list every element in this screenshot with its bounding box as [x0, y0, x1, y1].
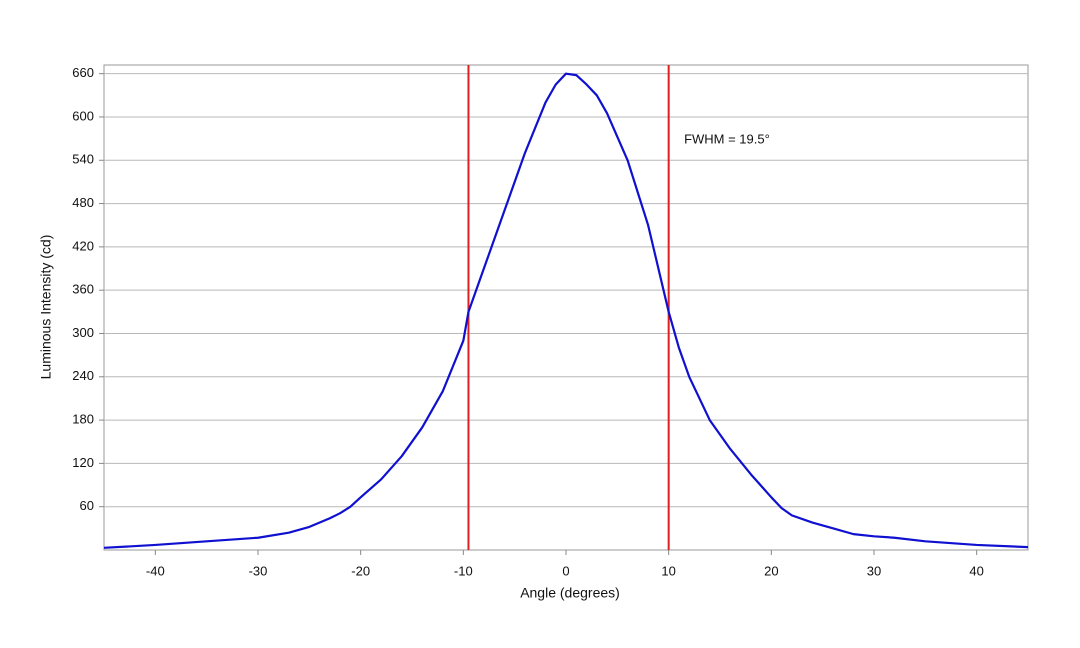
x-axis-label: Angle (degrees) [520, 585, 620, 601]
x-tick-label: -40 [146, 563, 165, 578]
x-tick-label: 20 [764, 563, 778, 578]
y-tick-label: 60 [80, 498, 94, 513]
y-tick-label: 240 [72, 368, 94, 383]
y-tick-label: 480 [72, 195, 94, 210]
y-tick-label: 600 [72, 108, 94, 123]
x-tick-label: 40 [969, 563, 983, 578]
y-tick-label: 300 [72, 325, 94, 340]
x-tick-label: -30 [249, 563, 268, 578]
x-tick-label: 10 [661, 563, 675, 578]
plot-area [103, 64, 1029, 551]
x-tick-label: 0 [562, 563, 569, 578]
y-tick-label: 120 [72, 455, 94, 470]
y-tick-label: 660 [72, 65, 94, 80]
annotation: FWHM = 19.5° [684, 131, 770, 146]
y-tick-label: 420 [72, 238, 94, 253]
y-tick-label: 180 [72, 412, 94, 427]
x-tick-label: -10 [454, 563, 473, 578]
y-axis-label: Luminous Intensity (cd) [38, 235, 54, 380]
x-tick-label: 30 [867, 563, 881, 578]
y-tick-label: 360 [72, 282, 94, 297]
y-tick-label: 540 [72, 152, 94, 167]
x-tick-label: -20 [351, 563, 370, 578]
data-line [103, 72, 1029, 549]
